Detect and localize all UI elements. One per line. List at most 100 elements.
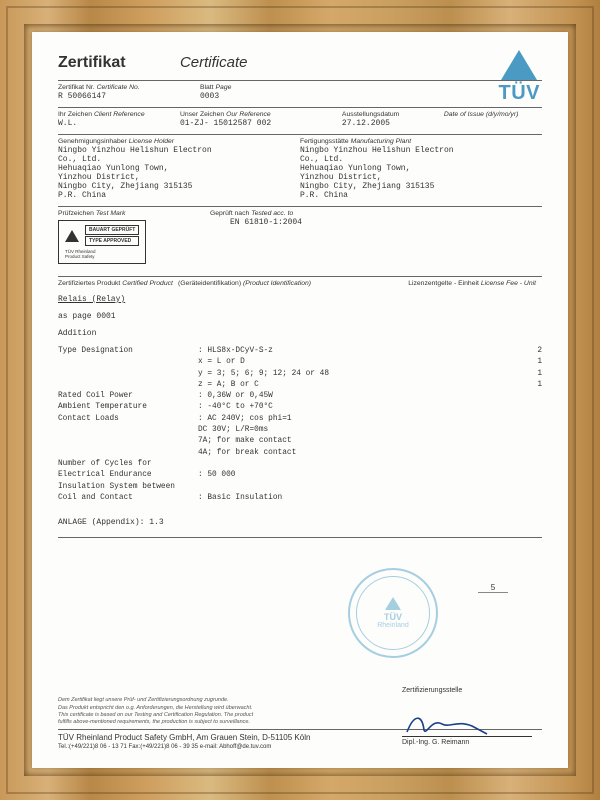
lbl-date-de: Ausstellungsdatum <box>342 111 399 118</box>
page-marker: 5 <box>478 583 508 593</box>
spec-val: 4A; for break contact <box>198 448 524 459</box>
spec-key: Insulation System between <box>58 482 198 493</box>
spec-unit <box>524 448 542 459</box>
lbl-holder-en: License Holder <box>129 138 174 145</box>
spec-row: Electrical Endurance: 50 000 <box>58 470 542 481</box>
spec-val: : 0,36W or 0,45W <box>198 391 524 402</box>
spec-unit <box>524 436 542 447</box>
approval-badge: BAUART GEPRÜFT TYPE APPROVED TÜV Rheinla… <box>58 220 146 264</box>
stamp-line2: Rheinland <box>377 622 409 629</box>
badge-line1: BAUART GEPRÜFT <box>85 225 139 235</box>
section-cert-no: Zertifikat Nr. Certificate No. R 5006614… <box>58 80 542 107</box>
spec-row: Insulation System between <box>58 482 542 493</box>
spec-val <box>198 482 524 493</box>
lbl-prod-de: Zertifiziertes Produkt <box>58 280 120 287</box>
spec-val: DC 30V; L/R=0ms <box>198 425 524 436</box>
spec-val: : 50 000 <box>198 470 524 481</box>
spec-key: Contact Loads <box>58 414 198 425</box>
lbl-client-de: Ihr Zeichen <box>58 111 92 118</box>
lbl-prod-en: Certified Product <box>122 280 173 287</box>
signature-icon <box>402 710 492 738</box>
spec-row: DC 30V; L/R=0ms <box>58 425 542 436</box>
lbl-our-de: Unser Zeichen <box>180 111 224 118</box>
spec-row: Coil and Contact: Basic Insulation <box>58 493 542 504</box>
badge-line2: TYPE APPROVED <box>85 236 139 246</box>
spec-table: Type Designation: HLS8x-DCyV-S-z2 x = L … <box>58 346 542 504</box>
spec-unit <box>524 402 542 413</box>
val-our-ref: 01-ZJ- 15012587 002 <box>180 119 340 128</box>
spec-key: Rated Coil Power <box>58 391 198 402</box>
lbl-certno-en: Certificate No. <box>97 84 140 91</box>
spec-row: y = 3; 5; 6; 9; 12; 24 or 481 <box>58 369 542 380</box>
spec-row: 4A; for break contact <box>58 448 542 459</box>
signature-block: Zertifizierungsstelle Dipl.-Ing. G. Reim… <box>402 687 542 746</box>
lbl-tested-en: Tested acc. to <box>251 210 293 217</box>
spec-row: z = A; B or C1 <box>58 380 542 391</box>
addr-l6: P.R. China <box>58 191 298 200</box>
spec-unit <box>524 470 542 481</box>
section-product: Zertifiziertes Produkt Certified Product… <box>58 276 542 538</box>
spec-unit: 1 <box>524 369 542 380</box>
spec-val <box>198 459 524 470</box>
spec-unit <box>524 482 542 493</box>
plant-addr: Ningbo Yinzhou Helishun Electron Co., Lt… <box>300 146 540 200</box>
addr-p1: Ningbo Yinzhou Helishun Electron <box>300 146 540 155</box>
lbl-date-en: Date of Issue <box>444 111 484 118</box>
spec-val: 7A; for make contact <box>198 436 524 447</box>
spec-key: Electrical Endurance <box>58 470 198 481</box>
spec-val: : AC 240V; cos phi=1 <box>198 414 524 425</box>
stamp-triangle-icon <box>385 597 401 610</box>
holder-addr: Ningbo Yinzhou Helishun Electron Co., Lt… <box>58 146 298 200</box>
section-references: Ihr Zeichen Client Reference W.L. Unser … <box>58 107 542 134</box>
lbl-our-en: Our Reference <box>226 111 271 118</box>
spec-key <box>58 425 198 436</box>
lbl-certno-de: Zertifikat Nr. <box>58 84 95 91</box>
spec-val: : Basic Insulation <box>198 493 524 504</box>
lbl-plant-en: Manufacturing Plant <box>351 138 411 145</box>
val-page: 0003 <box>200 92 300 101</box>
triangle-icon <box>65 230 79 242</box>
spec-key <box>58 369 198 380</box>
spec-key <box>58 380 198 391</box>
spec-unit <box>524 493 542 504</box>
addr-l2: Co., Ltd. <box>58 155 298 164</box>
val-client-ref: W.L. <box>58 119 178 128</box>
tuv-triangle-icon <box>501 50 537 80</box>
spec-val: y = 3; 5; 6; 9; 12; 24 or 48 <box>198 369 524 380</box>
lbl-page-en: Page <box>216 84 232 91</box>
stamp-line1: TÜV <box>384 612 402 622</box>
addr-p3: Hehuaqiao Yunlong Town, <box>300 164 540 173</box>
lbl-plant-de: Fertigungsstätte <box>300 138 349 145</box>
val-addition: Addition <box>58 329 542 338</box>
lbl-date-fmt: (d/y/mo/yr) <box>486 111 518 118</box>
spec-val: z = A; B or C <box>198 380 524 391</box>
lbl-mark-en: Test Mark <box>96 210 126 217</box>
title-de: Zertifikat <box>58 54 178 72</box>
spec-key <box>58 448 198 459</box>
lbl-fee-de: Lizenzentgelte - Einheit <box>408 280 479 287</box>
addr-p4: Yinzhou District, <box>300 173 540 182</box>
spec-key: Coil and Contact <box>58 493 198 504</box>
spec-val: x = L or D <box>198 357 524 368</box>
spec-key: Type Designation <box>58 346 198 357</box>
spec-row: Ambient Temperature: -40°C to +70°C <box>58 402 542 413</box>
spec-row: x = L or D1 <box>58 357 542 368</box>
spec-val: : -40°C to +70°C <box>198 402 524 413</box>
lbl-ident-en: (Product Identification) <box>243 280 311 287</box>
val-cert-no: R 50066147 <box>58 92 198 101</box>
spec-key: Number of Cycles for <box>58 459 198 470</box>
lbl-fee-en: License Fee - Unit <box>481 280 536 287</box>
val-product: Relais (Relay) <box>58 295 542 304</box>
spec-unit <box>524 414 542 425</box>
wooden-frame: TÜV Zertifikat Certificate Zertifikat Nr… <box>0 0 600 800</box>
lbl-page-de: Blatt <box>200 84 214 91</box>
spec-unit: 1 <box>524 380 542 391</box>
spec-val: : HLS8x-DCyV-S-z <box>198 346 524 357</box>
addr-p5: Ningbo City, Zhejiang 315135 <box>300 182 540 191</box>
spec-unit <box>524 391 542 402</box>
spec-unit <box>524 425 542 436</box>
lbl-holder-de: Genehmigungsinhaber <box>58 138 127 145</box>
val-standard: EN 61810-1:2004 <box>230 218 410 227</box>
spec-unit <box>524 459 542 470</box>
val-as-page: as page 0001 <box>58 312 542 321</box>
